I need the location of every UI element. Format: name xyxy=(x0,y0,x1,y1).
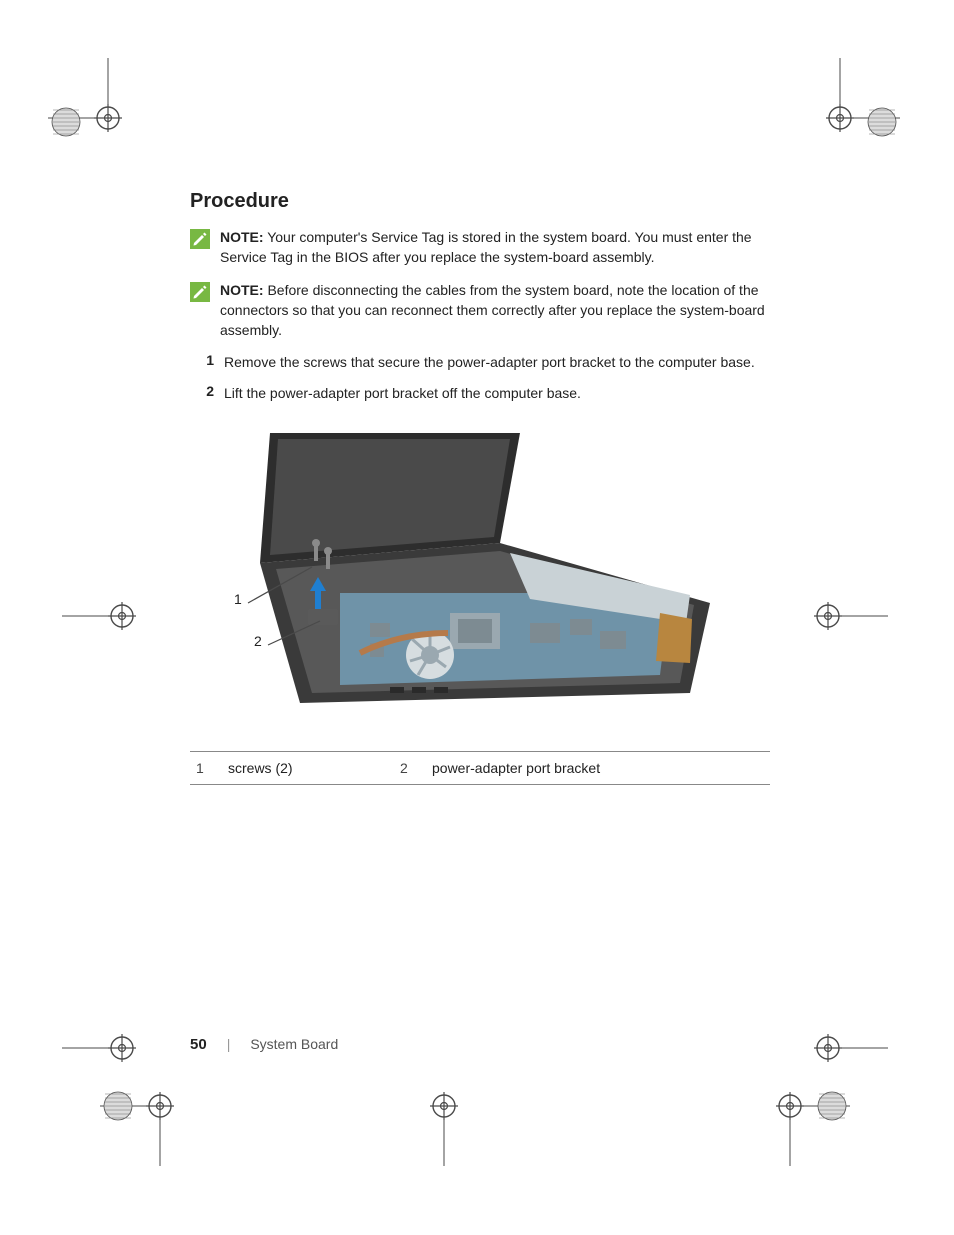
registration-mark-icon xyxy=(100,1046,220,1166)
note-1: NOTE: Your computer's Service Tag is sto… xyxy=(190,227,770,268)
step-2-number: 2 xyxy=(190,383,224,399)
page-footer: 50 | System Board xyxy=(190,1036,338,1053)
note-1-body: Your computer's Service Tag is stored in… xyxy=(220,229,752,265)
step-2-text: Lift the power-adapter port bracket off … xyxy=(224,383,581,403)
step-1: 1 Remove the screws that secure the powe… xyxy=(190,352,770,372)
footer-divider: | xyxy=(227,1036,231,1052)
legend-1-num: 1 xyxy=(190,752,222,785)
registration-mark-icon xyxy=(384,1046,504,1166)
document-page: Procedure NOTE: Your computer's Service … xyxy=(0,0,954,1235)
note-2-text: NOTE: Before disconnecting the cables fr… xyxy=(220,280,770,341)
chapter-title: System Board xyxy=(250,1036,338,1052)
note-2-body: Before disconnecting the cables from the… xyxy=(220,282,765,339)
step-1-text: Remove the screws that secure the power-… xyxy=(224,352,755,372)
registration-mark-icon xyxy=(768,556,888,676)
legend-2-text: power-adapter port bracket xyxy=(426,752,770,785)
note-1-text: NOTE: Your computer's Service Tag is sto… xyxy=(220,227,770,268)
figure-legend: 1 screws (2) 2 power-adapter port bracke… xyxy=(190,751,770,785)
registration-mark-icon xyxy=(768,988,888,1108)
note-1-label: NOTE: xyxy=(220,229,264,245)
note-2-label: NOTE: xyxy=(220,282,264,298)
figure-callout-1: 1 xyxy=(234,591,242,607)
laptop-illustration xyxy=(190,423,750,723)
registration-mark-icon xyxy=(730,1046,850,1166)
procedure-figure: 1 2 xyxy=(190,423,750,723)
step-1-number: 1 xyxy=(190,352,224,368)
pencil-note-icon xyxy=(190,282,210,302)
page-number: 50 xyxy=(190,1036,207,1053)
note-2: NOTE: Before disconnecting the cables fr… xyxy=(190,280,770,341)
registration-mark-icon xyxy=(62,988,182,1108)
figure-callout-2: 2 xyxy=(254,633,262,649)
section-heading: Procedure xyxy=(190,190,770,213)
legend-2-num: 2 xyxy=(394,752,426,785)
table-row: 1 screws (2) 2 power-adapter port bracke… xyxy=(190,752,770,785)
legend-1-text: screws (2) xyxy=(222,752,394,785)
registration-mark-icon xyxy=(62,556,182,676)
step-2: 2 Lift the power-adapter port bracket of… xyxy=(190,383,770,403)
content-area: Procedure NOTE: Your computer's Service … xyxy=(190,190,770,785)
pencil-note-icon xyxy=(190,229,210,249)
registration-mark-icon xyxy=(48,58,168,178)
registration-mark-icon xyxy=(780,58,900,178)
